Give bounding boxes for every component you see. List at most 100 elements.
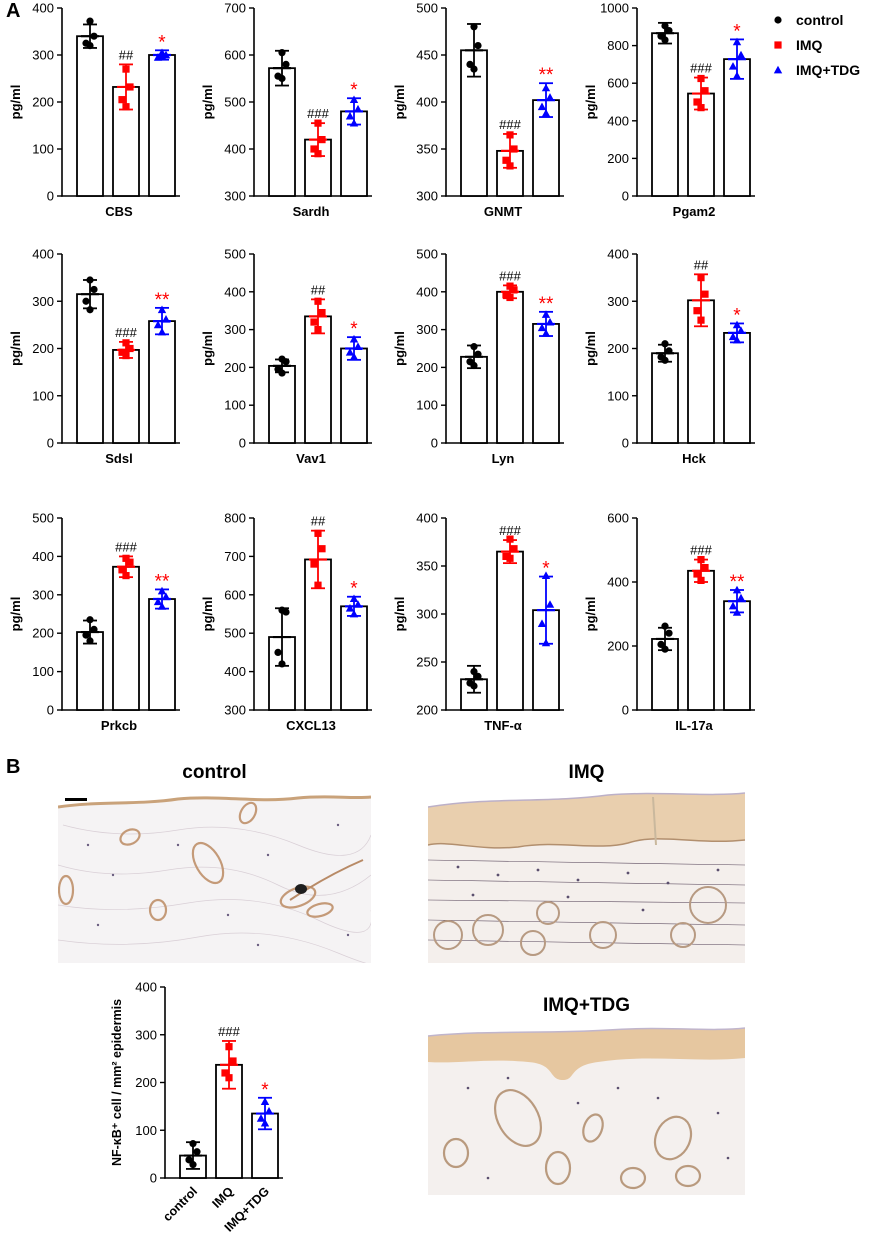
y-tick-label: 300: [416, 322, 438, 337]
data-point: [657, 640, 665, 649]
y-tick-label: 700: [224, 1, 246, 16]
y-tick-label: 400: [416, 284, 438, 299]
y-tick-label: 200: [416, 703, 438, 718]
data-point: [541, 310, 551, 318]
y-tick-label: 400: [607, 575, 629, 590]
data-point: [349, 95, 359, 104]
data-point: [541, 83, 551, 92]
x-axis-label: CBS: [105, 204, 133, 219]
bar-chart-cxcl13: 300 400 500 600 700 800 pg/ml CXCL13 ## *: [200, 511, 372, 733]
data-point: [274, 648, 282, 657]
data-point: [701, 290, 709, 298]
micrograph-imq: [428, 785, 745, 963]
data-point: [314, 119, 322, 127]
bar: [304, 315, 332, 444]
y-tick-label: 200: [32, 626, 54, 641]
significance-label: *: [261, 1080, 269, 1101]
bar: [268, 364, 296, 444]
y-tick-label: 800: [607, 38, 629, 53]
data-point: [470, 23, 478, 31]
y-axis-label: pg/ml: [200, 331, 215, 366]
bar-chart-tnf-: 200 250 300 350 400 pg/ml TNF-α ### *: [392, 511, 564, 733]
data-point: [693, 570, 701, 578]
data-point: [157, 305, 167, 314]
x-axis-label: TNF-α: [484, 718, 522, 733]
y-axis-label: pg/ml: [583, 331, 598, 366]
data-point: [193, 1148, 201, 1156]
imq-skin-section-image: [428, 785, 745, 963]
significance-label: *: [158, 32, 166, 53]
data-point: [470, 65, 478, 73]
data-point: [732, 37, 742, 46]
significance-label: *: [350, 319, 358, 340]
data-point: [728, 332, 738, 341]
x-axis-label: Hck: [682, 451, 707, 466]
data-point: [82, 297, 90, 305]
y-tick-label: 400: [32, 549, 54, 564]
data-point: [122, 65, 130, 73]
data-point: [541, 571, 551, 579]
y-axis-label: pg/ml: [583, 85, 598, 120]
y-axis-label: pg/ml: [200, 597, 215, 632]
bar: [496, 550, 524, 711]
data-point: [90, 285, 98, 294]
bar: [340, 605, 368, 711]
bar: [112, 565, 140, 711]
bar: [76, 35, 104, 197]
bar: [76, 631, 104, 711]
bar: [148, 598, 176, 711]
significance-label: **: [730, 572, 745, 593]
data-point: [122, 351, 130, 360]
data-point: [264, 1106, 274, 1115]
y-axis-label: pg/ml: [8, 331, 23, 366]
bar: [651, 32, 679, 197]
data-point: [189, 1161, 197, 1169]
legend-label: IMQ+TDG: [796, 62, 860, 78]
data-point: [470, 682, 478, 690]
data-point: [122, 339, 130, 347]
data-point: [665, 629, 673, 637]
significance-label: **: [539, 65, 554, 86]
micrograph-control: [58, 785, 371, 963]
data-point: [728, 62, 738, 70]
data-point: [697, 104, 705, 112]
data-point: [537, 619, 547, 627]
data-point: [310, 145, 318, 153]
data-point: [153, 597, 163, 606]
data-point: [697, 316, 705, 324]
data-point: [118, 566, 126, 574]
significance-label: ##: [311, 514, 326, 529]
data-point: [157, 51, 167, 60]
data-point: [345, 604, 355, 612]
y-tick-label: 800: [224, 511, 246, 526]
bar: [340, 347, 368, 444]
data-point: [736, 50, 746, 59]
significance-label: **: [155, 290, 170, 311]
significance-label: ##: [311, 282, 326, 297]
bar-chart-pgam2: 0 200 400 600 800 1000 pg/ml Pgam2 ### *: [583, 1, 755, 219]
y-tick-label: 100: [416, 398, 438, 413]
data-point: [661, 356, 669, 364]
data-point: [157, 602, 167, 610]
y-tick-label: 300: [32, 587, 54, 602]
y-tick-label: 400: [416, 95, 438, 110]
data-point: [86, 616, 94, 624]
bar-chart-vav1: 0 100 200 300 400 500 pg/ml Vav1 ## *: [200, 247, 372, 466]
data-point: [510, 145, 518, 153]
y-tick-label: 0: [622, 436, 629, 451]
y-tick-label: 500: [224, 626, 246, 641]
bar: [723, 58, 751, 197]
legend-marker-triangle: [773, 65, 783, 74]
bar: [651, 352, 679, 444]
y-tick-label: 300: [607, 294, 629, 309]
data-point: [701, 564, 709, 572]
data-point: [506, 282, 514, 290]
data-point: [260, 1118, 270, 1127]
data-point: [732, 608, 742, 616]
data-point: [353, 342, 363, 351]
y-tick-label: 300: [32, 294, 54, 309]
data-point: [314, 297, 322, 305]
data-point: [693, 307, 701, 315]
y-axis-label: pg/ml: [8, 85, 23, 120]
